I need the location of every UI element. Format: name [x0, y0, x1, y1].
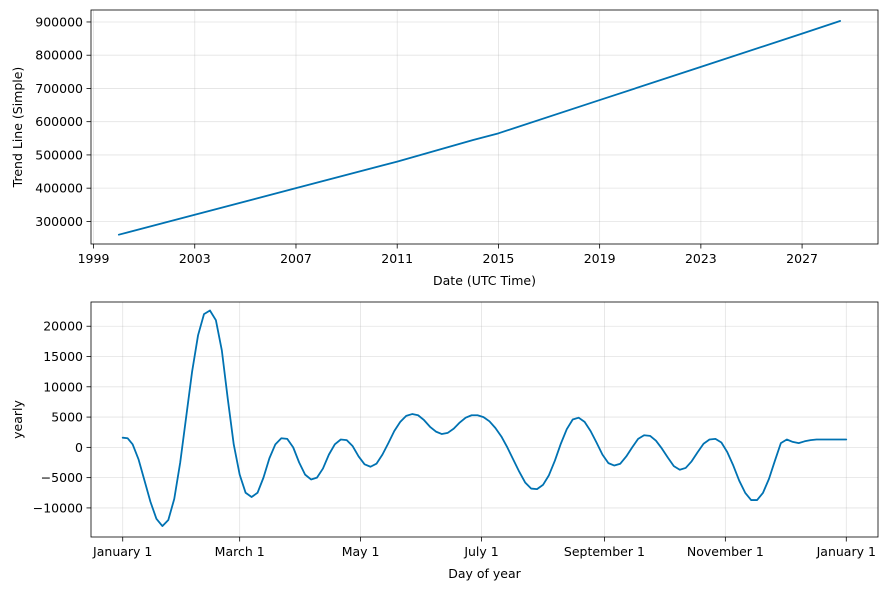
yearly-y-axis-label: yearly [10, 400, 25, 439]
trend-x-tick-label: 2027 [786, 251, 818, 266]
trend-x-tick-label: 1999 [78, 251, 110, 266]
trend-y-axis-label: Trend Line (Simple) [10, 67, 25, 189]
yearly-y-tick-label: 5000 [51, 410, 83, 425]
yearly-plot-frame [90, 301, 879, 538]
trend-x-tick-label: 2023 [685, 251, 717, 266]
yearly-y-tick-label: 20000 [43, 319, 83, 334]
yearly-x-axis-label: Day of year [448, 566, 521, 581]
yearly-x-tick-label: September 1 [564, 544, 645, 559]
yearly-x-tick-label: May 1 [342, 544, 380, 559]
trend-x-tick-label: 2003 [179, 251, 211, 266]
trend-y-tick-label: 900000 [35, 14, 83, 29]
yearly-series-line [121, 309, 848, 527]
trend-x-tick-label: 2015 [483, 251, 515, 266]
yearly-chart: January 1 March 1 May 1 July 1 September 1 No… [10, 301, 879, 581]
yearly-y-tick-label: 15000 [43, 349, 83, 364]
trend-y-tick-label: 300000 [35, 214, 83, 229]
trend-y-tick-label: 600000 [35, 114, 83, 129]
yearly-x-tick-label: November 1 [687, 544, 764, 559]
trend-y-tick-label: 400000 [35, 181, 83, 196]
yearly-x-tick-label: January 1 [816, 544, 876, 559]
trend-x-axis-label: Date (UTC Time) [433, 273, 536, 288]
yearly-y-tick-label: 10000 [43, 379, 83, 394]
trend-y-tick-label: 800000 [35, 48, 83, 63]
trend-y-tick-label: 500000 [35, 147, 83, 162]
trend-chart: 1999 2003 2007 2011 2015 2019 2023 2027 300000 40… [10, 9, 879, 288]
trend-x-tick-label: 2011 [381, 251, 413, 266]
trend-series-line [117, 20, 841, 236]
yearly-y-tick-label: −5000 [41, 470, 83, 485]
yearly-y-tick-label: 0 [75, 440, 83, 455]
yearly-x-tick-label: March 1 [215, 544, 265, 559]
yearly-y-tick-label: −10000 [33, 500, 83, 515]
trend-plot-frame [90, 9, 879, 245]
trend-x-tick-label: 2007 [280, 251, 312, 266]
yearly-x-tick-label: January 1 [92, 544, 152, 559]
trend-y-tick-label: 700000 [35, 81, 83, 96]
trend-x-tick-label: 2019 [584, 251, 616, 266]
yearly-x-tick-label: July 1 [463, 544, 498, 559]
